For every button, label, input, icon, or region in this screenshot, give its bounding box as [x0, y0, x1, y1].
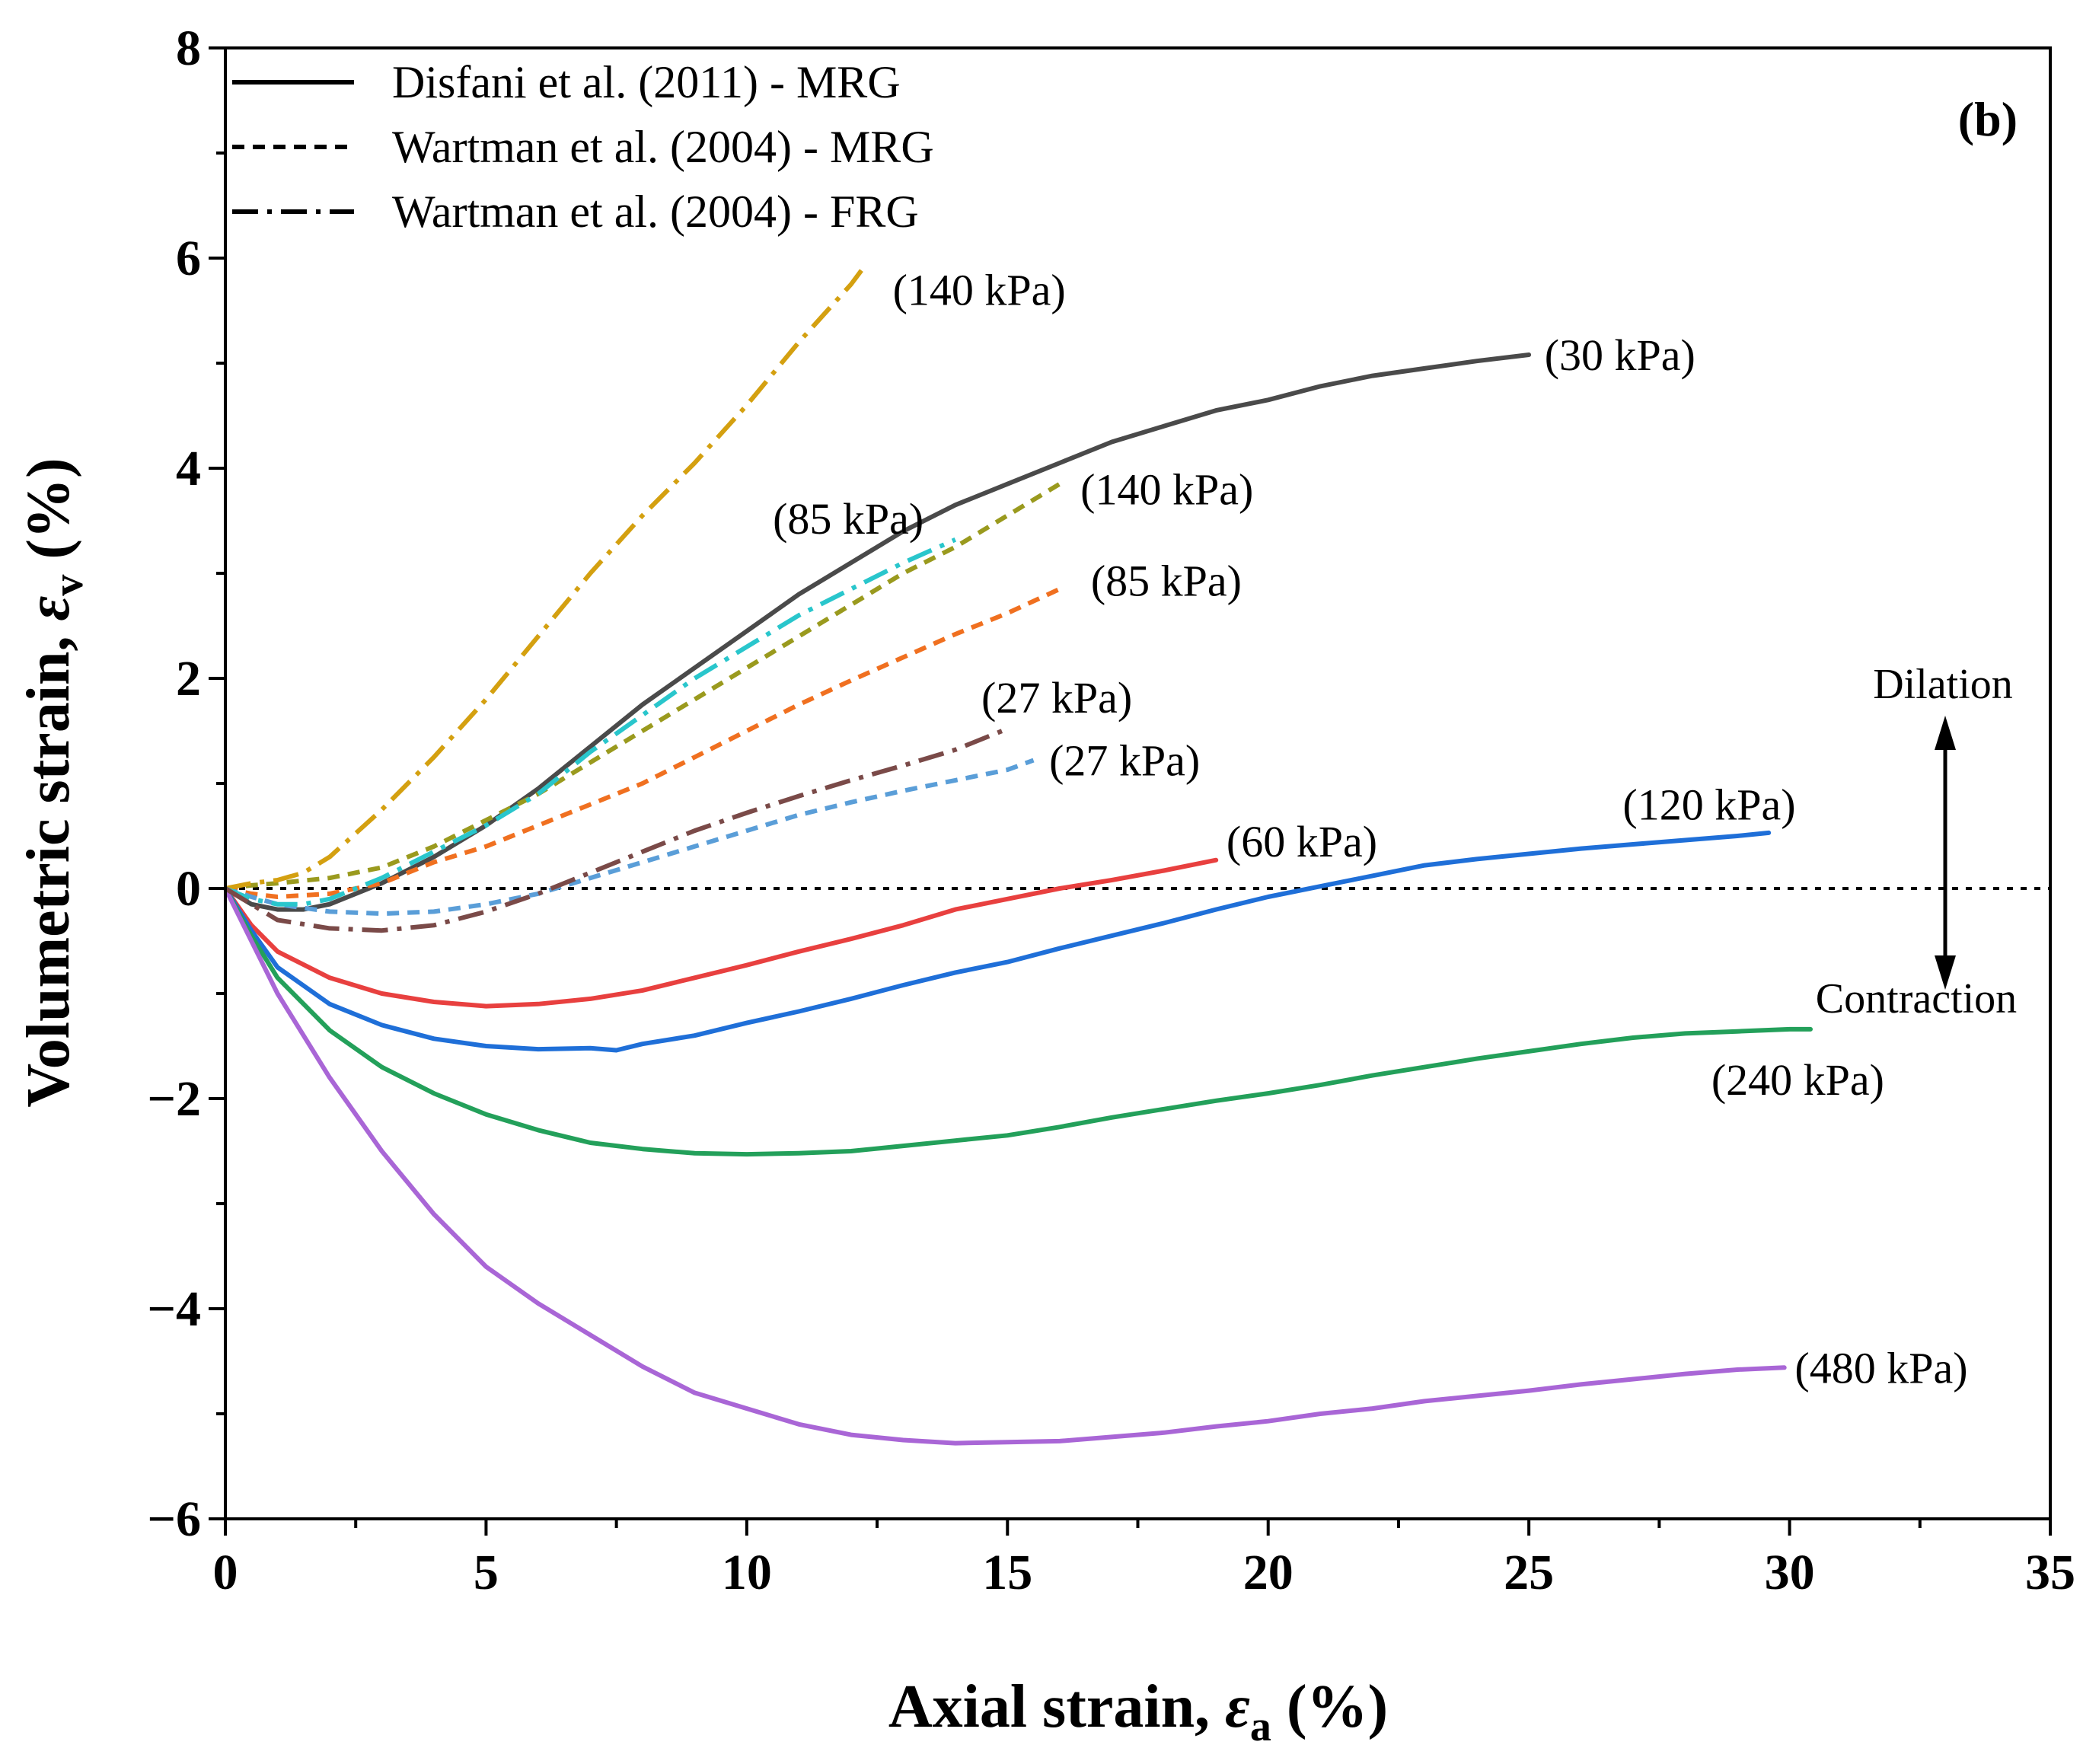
series-line-1-60kpa [223, 857, 1219, 1009]
x-tick-label: 20 [1243, 1545, 1294, 1600]
x-axis-title-suffix: (%) [1271, 1673, 1388, 1740]
x-axis-title-prefix: Axial strain, [888, 1673, 1225, 1740]
x-tick-label: 15 [982, 1545, 1032, 1600]
series-line-5-140kpa [225, 482, 1061, 891]
y-axis-title-suffix: (%) [15, 458, 82, 574]
series-label-3: (240 kPa) [1711, 1055, 1884, 1105]
series-label-2: (120 kPa) [1622, 780, 1795, 830]
series-line-4-480kpa [223, 886, 1787, 1446]
y-axis-title-symbol: ε [15, 595, 82, 620]
series-line-3-240kpa [223, 886, 1813, 1157]
series-line-7-27kpa [225, 758, 1035, 917]
y-axis-title-subscript: v [45, 575, 92, 596]
x-axis-title-symbol: ε [1225, 1673, 1250, 1740]
y-tick-label: 4 [176, 441, 201, 496]
series-line-0-30kpa [223, 352, 1532, 912]
series-line-2-120kpa [223, 830, 1772, 1053]
x-tick-label: 25 [1504, 1545, 1554, 1600]
series-label-8: (140 kPa) [893, 265, 1066, 314]
y-tick-label: 6 [176, 231, 201, 286]
legend-group: Disfani et al. (2011) - MRG Wartman et al… [232, 57, 934, 237]
x-axis-title: Axial strain, εa (%) [888, 1673, 1388, 1750]
y-tick-label: −6 [147, 1491, 201, 1547]
y-tick-label: 8 [176, 21, 201, 76]
series-label-9: (85 kPa) [773, 494, 923, 544]
panel-label: (b) [1958, 92, 2018, 146]
y-axis-title-prefix: Volumetric strain, [15, 620, 82, 1107]
series-label-5: (140 kPa) [1080, 465, 1253, 515]
x-tick-label: 10 [722, 1545, 772, 1600]
contraction-label: Contraction [1816, 975, 2017, 1022]
x-tick-label: 5 [474, 1545, 499, 1600]
series-label-4: (480 kPa) [1794, 1343, 1967, 1392]
annotation-group: (b) Dilation Contraction [1816, 92, 2018, 1022]
series-labels-group: (30 kPa) (60 kPa) (120 kPa) (240 kPa) (480 k… [773, 265, 1967, 1392]
series-label-7: (27 kPa) [1049, 736, 1200, 786]
series-label-6: (85 kPa) [1091, 557, 1242, 606]
y-tick-label: −2 [147, 1071, 201, 1127]
dilation-label: Dilation [1873, 661, 2013, 708]
series-line-8-140kpa [225, 262, 869, 891]
contraction-arrow-head [1935, 955, 1956, 990]
legend-label: Wartman et al. (2004) - MRG [392, 122, 934, 172]
series-label-1: (60 kPa) [1227, 817, 1377, 866]
x-axis-title-subscript: a [1250, 1703, 1271, 1750]
axes-group: 0 5 10 15 20 25 30 35 −6 −4 −2 0 2 4 6 8 [147, 21, 2075, 1600]
series-group [223, 262, 1813, 1446]
dilation-arrow-head [1935, 716, 1956, 750]
y-tick-label: −4 [147, 1281, 201, 1337]
y-tick-label: 0 [176, 861, 201, 917]
series-label-0: (30 kPa) [1545, 330, 1695, 380]
x-tick-label: 35 [2025, 1545, 2075, 1600]
y-tick-label: 2 [176, 651, 201, 707]
legend-label: Wartman et al. (2004) - FRG [392, 187, 919, 237]
legend-label: Disfani et al. (2011) - MRG [392, 57, 901, 107]
y-axis-title: Volumetric strain, εv (%) [15, 458, 92, 1107]
x-tick-label: 30 [1765, 1545, 1815, 1600]
series-label-10: (27 kPa) [981, 673, 1132, 723]
x-tick-label: 0 [213, 1545, 238, 1600]
series-line-9-85kpa [224, 537, 957, 907]
